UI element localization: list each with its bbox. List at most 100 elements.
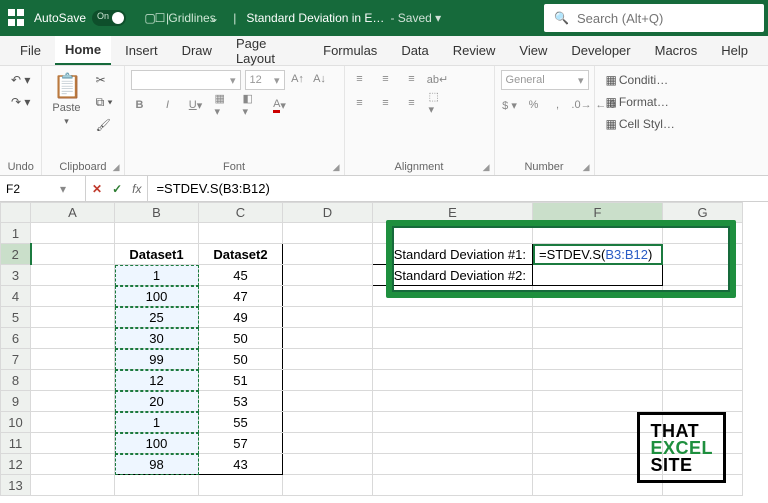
cell[interactable]	[373, 391, 533, 412]
tab-help[interactable]: Help	[711, 37, 758, 64]
grid-row[interactable]: 410047	[1, 286, 743, 307]
row-header[interactable]: 11	[1, 433, 31, 454]
cell[interactable]	[373, 349, 533, 370]
cell[interactable]	[31, 391, 115, 412]
underline-button[interactable]: U ▾	[187, 96, 205, 114]
cell[interactable]	[283, 370, 373, 391]
align-left-icon[interactable]: ≡	[351, 94, 369, 112]
apps-icon[interactable]	[8, 9, 26, 27]
cell[interactable]: 53	[199, 391, 283, 412]
grid-row[interactable]: 1	[1, 223, 743, 244]
format-painter-button[interactable]: 🖌	[91, 115, 118, 135]
cell[interactable]: Standard Deviation #1:	[373, 244, 533, 265]
cell[interactable]	[31, 475, 115, 496]
cell[interactable]	[663, 286, 743, 307]
cell[interactable]	[663, 370, 743, 391]
cell[interactable]	[283, 433, 373, 454]
cell[interactable]: 50	[199, 328, 283, 349]
cell[interactable]	[283, 244, 373, 265]
grid-row[interactable]: 13	[1, 475, 743, 496]
enter-formula-icon[interactable]: ✓	[112, 182, 122, 196]
comma-icon[interactable]: ,	[549, 96, 567, 114]
name-box-input[interactable]	[6, 182, 56, 196]
cell[interactable]	[373, 454, 533, 475]
font-name-combo[interactable]: ▾	[131, 70, 241, 90]
cell[interactable]	[663, 349, 743, 370]
cell[interactable]	[373, 475, 533, 496]
cancel-formula-icon[interactable]: ✕	[92, 182, 102, 196]
cell[interactable]: 43	[199, 454, 283, 475]
cell[interactable]	[283, 223, 373, 244]
cell[interactable]	[373, 307, 533, 328]
tab-insert[interactable]: Insert	[115, 37, 168, 64]
row-header[interactable]: 2	[1, 244, 31, 265]
tab-data[interactable]: Data	[391, 37, 438, 64]
cell[interactable]: 25	[115, 307, 199, 328]
cell[interactable]	[373, 370, 533, 391]
cell[interactable]	[199, 475, 283, 496]
cell[interactable]: 12	[115, 370, 199, 391]
cell[interactable]	[533, 349, 663, 370]
cell[interactable]: 1	[115, 265, 199, 286]
cell[interactable]	[283, 475, 373, 496]
conditional-formatting-button[interactable]: ▦ Conditi…	[601, 70, 674, 90]
cell[interactable]	[31, 412, 115, 433]
align-top-icon[interactable]: ≡	[351, 70, 369, 88]
cell[interactable]	[663, 328, 743, 349]
cell[interactable]	[663, 265, 743, 286]
cell[interactable]	[31, 265, 115, 286]
cell[interactable]	[373, 286, 533, 307]
cell[interactable]	[283, 328, 373, 349]
number-format-combo[interactable]: General▾	[501, 70, 589, 90]
cell[interactable]	[533, 286, 663, 307]
col-header[interactable]: A	[31, 203, 115, 223]
col-header[interactable]: B	[115, 203, 199, 223]
cell[interactable]	[283, 349, 373, 370]
increase-decimal-icon[interactable]: .0→	[573, 96, 591, 114]
tab-home[interactable]: Home	[55, 36, 111, 65]
cell[interactable]	[373, 433, 533, 454]
align-center-icon[interactable]: ≡	[377, 94, 395, 112]
number-launcher-icon[interactable]: ◢	[583, 162, 590, 173]
cell[interactable]	[199, 223, 283, 244]
cell[interactable]: 20	[115, 391, 199, 412]
name-box[interactable]: ▾	[0, 176, 86, 201]
grid-row[interactable]: 10155	[1, 412, 743, 433]
cell[interactable]	[663, 391, 743, 412]
cell[interactable]: 55	[199, 412, 283, 433]
cell[interactable]: Dataset2	[199, 244, 283, 265]
cell[interactable]: 98	[115, 454, 199, 475]
search-input[interactable]	[577, 11, 754, 26]
cell[interactable]: 30	[115, 328, 199, 349]
row-header[interactable]: 5	[1, 307, 31, 328]
cell[interactable]	[533, 223, 663, 244]
grid-row[interactable]: 129843	[1, 454, 743, 475]
autosave-toggle[interactable]: AutoSave On	[34, 10, 126, 26]
tab-developer[interactable]: Developer	[561, 37, 640, 64]
cell[interactable]: 49	[199, 307, 283, 328]
cell[interactable]	[663, 307, 743, 328]
row-header[interactable]: 1	[1, 223, 31, 244]
cell[interactable]: 1	[115, 412, 199, 433]
tab-draw[interactable]: Draw	[172, 37, 222, 64]
grid-row[interactable]: 6 3050	[1, 328, 743, 349]
cell[interactable]	[373, 328, 533, 349]
cell[interactable]	[31, 349, 115, 370]
cell[interactable]	[115, 223, 199, 244]
grid-row[interactable]: 92053	[1, 391, 743, 412]
column-headers[interactable]: A B C D E F G	[1, 203, 743, 223]
align-right-icon[interactable]: ≡	[403, 94, 421, 112]
col-header[interactable]: C	[199, 203, 283, 223]
row-header[interactable]: 6	[1, 328, 31, 349]
grid-row[interactable]: 2Dataset1Dataset2Standard Deviation #1:=…	[1, 244, 743, 265]
document-title[interactable]: Standard Deviation in E… - Saved ▾	[246, 11, 441, 25]
cell[interactable]	[31, 307, 115, 328]
row-header[interactable]: 13	[1, 475, 31, 496]
cell[interactable]: 100	[115, 286, 199, 307]
grid-row[interactable]: 81251	[1, 370, 743, 391]
wrap-text-icon[interactable]: ab↵	[429, 70, 447, 88]
decrease-font-icon[interactable]: A↓	[311, 70, 329, 88]
cell[interactable]	[283, 454, 373, 475]
cell[interactable]	[31, 328, 115, 349]
format-as-table-button[interactable]: ▦ Format…	[601, 92, 674, 112]
